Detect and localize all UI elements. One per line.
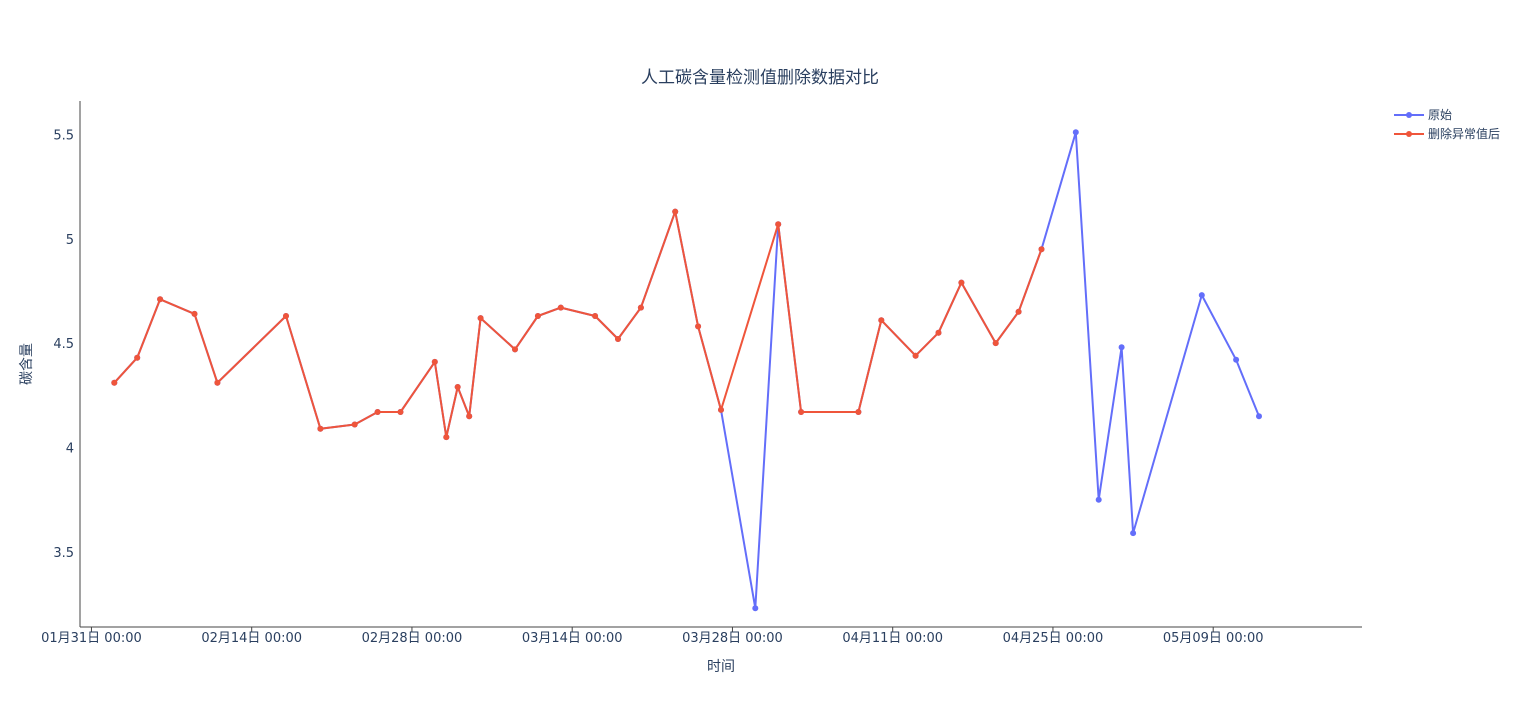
data-point[interactable] <box>157 296 164 303</box>
data-point[interactable] <box>477 315 484 322</box>
data-point[interactable] <box>134 354 141 361</box>
x-tick-label: 02月28日 00:00 <box>362 631 463 646</box>
legend-label: 原始 <box>1428 108 1452 122</box>
axes <box>79 101 1362 628</box>
legend-swatch-marker <box>1406 112 1412 118</box>
data-point[interactable] <box>855 409 862 415</box>
data-point[interactable] <box>431 358 438 365</box>
x-tick-label: 04月11日 00:00 <box>842 631 943 646</box>
y-axis-title: 碳含量 <box>19 343 35 385</box>
series-0 <box>111 129 1262 612</box>
x-tick-label: 04月25日 00:00 <box>1003 631 1104 646</box>
x-ticks: 01月31日 00:00 02月14日 00:00 02月28日 00:00 03月1… <box>41 627 1264 646</box>
y-tick-label: 5 <box>66 233 74 248</box>
data-point[interactable] <box>397 409 404 415</box>
data-point[interactable] <box>317 425 324 432</box>
data-point[interactable] <box>752 605 759 612</box>
data-point[interactable] <box>637 304 644 311</box>
legend-item[interactable]: 原始 <box>1394 108 1452 122</box>
x-tick-label: 01月31日 00:00 <box>41 631 142 646</box>
data-point[interactable] <box>672 208 679 215</box>
data-point[interactable] <box>1072 129 1079 136</box>
x-tick-label: 03月28日 00:00 <box>682 631 783 646</box>
data-point[interactable] <box>1233 356 1240 363</box>
data-point[interactable] <box>111 379 118 386</box>
chart-title: 人工碳含量检测值删除数据对比 <box>641 68 879 88</box>
y-tick-label: 3.5 <box>53 546 74 561</box>
x-axis-title: 时间 <box>707 659 735 675</box>
data-point[interactable] <box>775 221 782 228</box>
data-point[interactable] <box>191 310 198 317</box>
data-point[interactable] <box>958 279 965 286</box>
series-1 <box>111 208 1045 441</box>
data-point[interactable] <box>1015 308 1022 315</box>
data-point[interactable] <box>1130 530 1137 537</box>
series-line <box>113 210 1043 439</box>
data-point[interactable] <box>557 304 564 311</box>
legend-label: 删除异常值后 <box>1428 126 1500 141</box>
data-point[interactable] <box>283 313 289 319</box>
data-point[interactable] <box>214 379 221 386</box>
plot-area <box>111 129 1262 612</box>
x-tick-label: 02月14日 00:00 <box>201 631 302 646</box>
data-point[interactable] <box>1095 496 1102 503</box>
data-point[interactable] <box>592 313 599 319</box>
data-point[interactable] <box>992 340 999 347</box>
data-point[interactable] <box>443 434 450 441</box>
data-point[interactable] <box>878 317 885 324</box>
series-line <box>113 131 1260 610</box>
legend-swatch-marker <box>1406 131 1412 137</box>
data-point[interactable] <box>695 323 702 330</box>
y-tick-label: 4 <box>66 441 74 456</box>
data-point[interactable] <box>512 346 518 353</box>
data-point[interactable] <box>454 384 461 390</box>
x-tick-label: 05月09日 00:00 <box>1163 631 1264 646</box>
data-point[interactable] <box>615 336 621 342</box>
data-point[interactable] <box>1198 292 1205 299</box>
data-point[interactable] <box>1256 413 1262 420</box>
legend-item[interactable]: 删除异常值后 <box>1394 126 1500 141</box>
y-tick-label: 4.5 <box>53 337 74 352</box>
data-point[interactable] <box>935 329 942 336</box>
data-point[interactable] <box>718 406 724 413</box>
data-point[interactable] <box>534 313 541 319</box>
x-tick-label: 03月14日 00:00 <box>522 631 623 646</box>
y-tick-label: 5.5 <box>53 128 74 143</box>
data-point[interactable] <box>912 352 919 359</box>
data-point[interactable] <box>798 409 805 415</box>
y-ticks: 3.5 4 4.5 5 5.5 <box>53 128 74 560</box>
data-point[interactable] <box>351 421 358 428</box>
data-point[interactable] <box>466 413 473 420</box>
data-point[interactable] <box>1038 246 1045 253</box>
data-point[interactable] <box>1118 344 1125 351</box>
data-point[interactable] <box>374 409 381 415</box>
